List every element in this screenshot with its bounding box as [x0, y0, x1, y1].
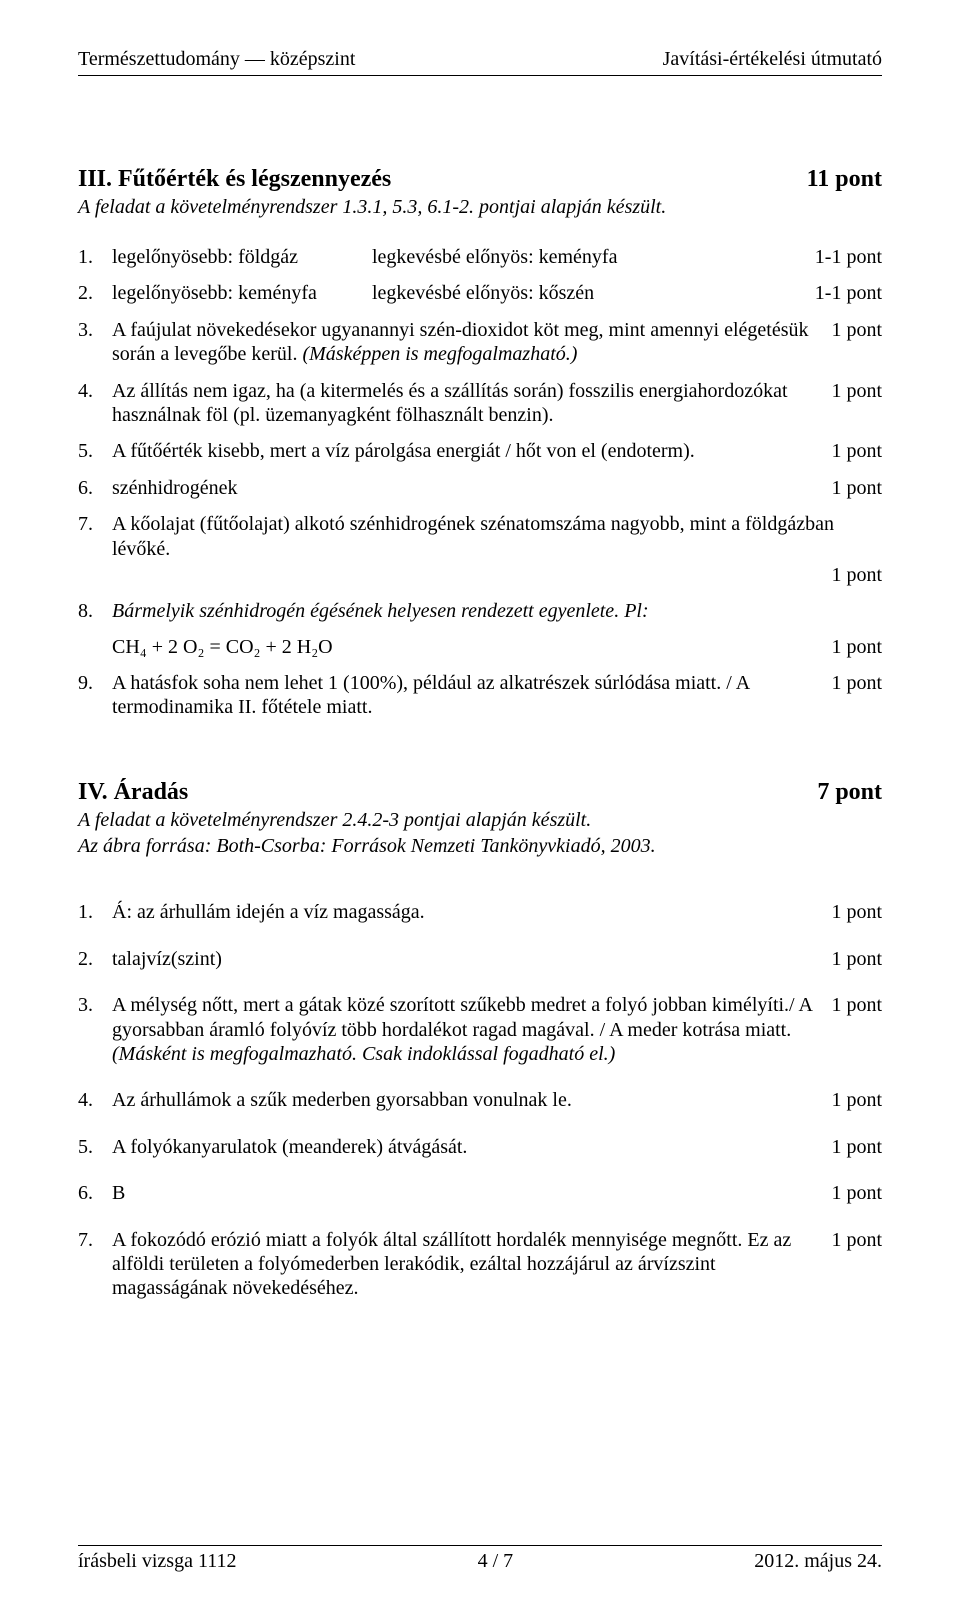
item-number: 5. [78, 439, 112, 463]
footer-right: 2012. május 24. [754, 1550, 882, 1573]
points: 1 pont [831, 318, 882, 342]
points: 1 pont [831, 379, 882, 403]
s3-equation-row: CH₄ + 2 O₂ = CO₂ + 2 H₂O 1 pont [112, 636, 882, 659]
points: 1 pont [831, 671, 882, 695]
section-3-items: 1. legelőnyösebb: földgáz legkevésbé elő… [78, 245, 882, 624]
points: 1 pont [831, 1181, 882, 1205]
s4-item-7: 7. A fokozódó erózió miatt a folyók álta… [78, 1228, 882, 1301]
s3-item-1: 1. legelőnyösebb: földgáz legkevésbé elő… [78, 245, 882, 269]
text: Á: az árhullám idején a víz magassága. [112, 900, 831, 924]
s4-item-3: 3. A mélység nőtt, mert a gátak közé szo… [78, 993, 882, 1066]
section-4-note-2: Az ábra forrása: Both-Csorba: Források N… [78, 834, 882, 858]
text-italic: (Másképpen is megfogalmazható.) [302, 343, 577, 365]
equation: CH₄ + 2 O₂ = CO₂ + 2 H₂O [112, 636, 333, 659]
section-3-items-cont: 9. A hatásfok soha nem lehet 1 (100%), p… [78, 671, 882, 720]
points: 1 pont [831, 993, 882, 1017]
text: A fűtőérték kisebb, mert a víz párolgása… [112, 439, 831, 463]
section-4-points: 7 pont [817, 779, 882, 806]
section-4-note-1: A feladat a követelményrendszer 2.4.2-3 … [78, 808, 882, 832]
s3-item-9: 9. A hatásfok soha nem lehet 1 (100%), p… [78, 671, 882, 720]
section-4-head: IV. Áradás 7 pont [78, 779, 882, 806]
text: A hatásfok soha nem lehet 1 (100%), péld… [112, 671, 831, 720]
s4-item-4: 4. Az árhullámok a szűk mederben gyorsab… [78, 1088, 882, 1112]
text: A folyókanyarulatok (meanderek) átvágásá… [112, 1135, 831, 1159]
item-number: 2. [78, 281, 112, 305]
points: 1 pont [831, 1228, 882, 1252]
text: A fokozódó erózió miatt a folyók által s… [112, 1228, 831, 1301]
text: A kőolajat (fűtőolajat) alkotó szénhidro… [112, 512, 882, 561]
item-number: 3. [78, 318, 112, 342]
item-number: 2. [78, 947, 112, 971]
running-header: Természettudomány — középszint Javítási-… [78, 48, 882, 71]
section-3: III. Fűtőérték és légszennyezés 11 pont … [78, 166, 882, 719]
text: legelőnyösebb: földgáz [112, 245, 372, 269]
item-number: 1. [78, 245, 112, 269]
section-4-title: IV. Áradás [78, 779, 188, 806]
running-footer: írásbeli vizsga 1112 4 / 7 2012. május 2… [78, 1541, 882, 1573]
item-number: 3. [78, 993, 112, 1017]
points: 1 pont [831, 439, 882, 463]
s3-item-4: 4. Az állítás nem igaz, ha (a kitermelés… [78, 379, 882, 428]
points: 1 pont [831, 636, 882, 659]
text-italic: (Másként is megfogalmazható. Csak indokl… [112, 1043, 615, 1065]
item-number: 4. [78, 379, 112, 403]
points: 1 pont [831, 563, 882, 587]
section-3-points: 11 pont [807, 166, 882, 193]
points: 1 pont [831, 1088, 882, 1112]
points: 1 pont [831, 476, 882, 500]
footer-left: írásbeli vizsga 1112 [78, 1550, 236, 1573]
s3-item-8: 8. Bármelyik szénhidrogén égésének helye… [78, 599, 882, 623]
points: 1 pont [831, 947, 882, 971]
text: talajvíz(szint) [112, 947, 831, 971]
item-number: 6. [78, 1181, 112, 1205]
header-left: Természettudomány — középszint [78, 48, 355, 71]
s4-item-1: 1. Á: az árhullám idején a víz magassága… [78, 900, 882, 924]
header-rule [78, 75, 882, 76]
points: 1 pont [831, 1135, 882, 1159]
s3-item-5: 5. A fűtőérték kisebb, mert a víz párolg… [78, 439, 882, 463]
s3-item-7: 7. A kőolajat (fűtőolajat) alkotó szénhi… [78, 512, 882, 587]
page: Természettudomány — középszint Javítási-… [0, 0, 960, 1613]
s3-item-2: 2. legelőnyösebb: keményfa legkevésbé el… [78, 281, 882, 305]
points: 1-1 pont [815, 245, 882, 269]
section-3-note: A feladat a követelményrendszer 1.3.1, 5… [78, 195, 882, 219]
section-3-head: III. Fűtőérték és légszennyezés 11 pont [78, 166, 882, 193]
text: A mélység nőtt, mert a gátak közé szorít… [112, 994, 812, 1040]
item-number: 6. [78, 476, 112, 500]
s4-item-5: 5. A folyókanyarulatok (meanderek) átvág… [78, 1135, 882, 1159]
points: 1-1 pont [815, 281, 882, 305]
section-4: IV. Áradás 7 pont A feladat a követelmén… [78, 779, 882, 1300]
header-right: Javítási-értékelési útmutató [663, 48, 882, 71]
text: B [112, 1181, 831, 1205]
text: legelőnyösebb: keményfa [112, 281, 372, 305]
footer-center: 4 / 7 [478, 1550, 514, 1573]
text: Az árhullámok a szűk mederben gyorsabban… [112, 1088, 831, 1112]
item-number: 1. [78, 900, 112, 924]
item-number: 8. [78, 599, 112, 623]
section-4-items: 1. Á: az árhullám idején a víz magassága… [78, 900, 882, 1300]
item-number: 9. [78, 671, 112, 695]
points: 1 pont [831, 900, 882, 924]
text: legkevésbé előnyös: kőszén [372, 281, 805, 305]
footer-rule [78, 1545, 882, 1546]
text-italic: Bármelyik szénhidrogén égésének helyesen… [112, 599, 882, 623]
item-number: 7. [78, 1228, 112, 1252]
text: Az állítás nem igaz, ha (a kitermelés és… [112, 379, 831, 428]
s3-item-3: 3. A faújulat növekedésekor ugyanannyi s… [78, 318, 882, 367]
s4-item-2: 2. talajvíz(szint) 1 pont [78, 947, 882, 971]
text: szénhidrogének [112, 476, 831, 500]
item-number: 7. [78, 512, 112, 536]
text: legkevésbé előnyös: keményfa [372, 245, 805, 269]
section-3-title: III. Fűtőérték és légszennyezés [78, 166, 391, 193]
item-number: 5. [78, 1135, 112, 1159]
item-number: 4. [78, 1088, 112, 1112]
s3-item-6: 6. szénhidrogének 1 pont [78, 476, 882, 500]
s4-item-6: 6. B 1 pont [78, 1181, 882, 1205]
